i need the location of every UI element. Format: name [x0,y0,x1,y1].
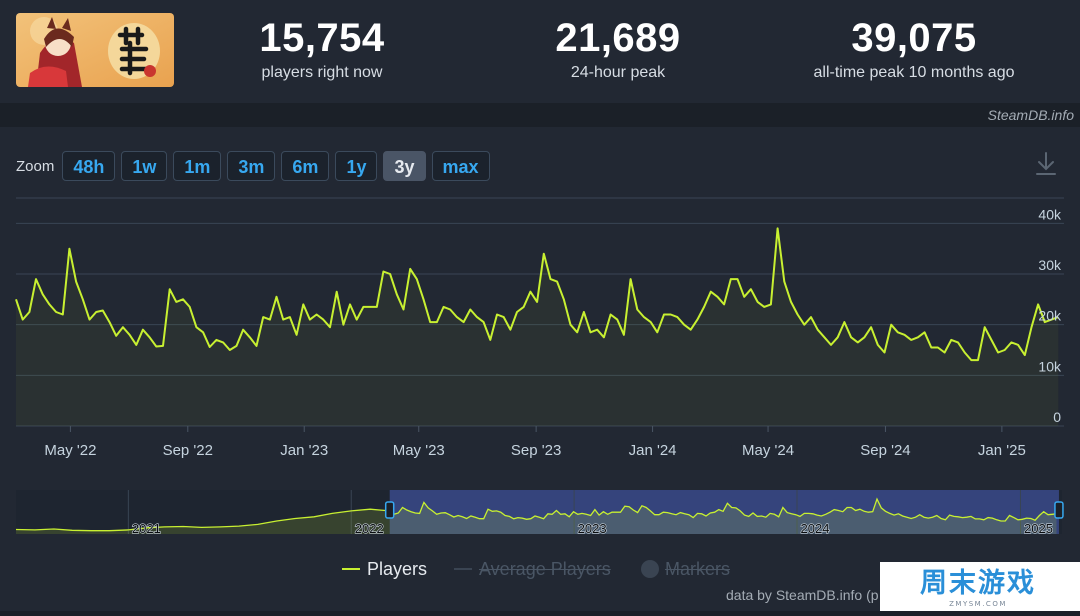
navigator-handle-left[interactable] [384,501,395,519]
x-axis-ticks: May '22 Sep '22 Jan '23 May '23 Sep '23 Jan '… [44,426,1026,459]
source-label[interactable]: SteamDB.info [987,107,1074,123]
zoom-3y-button[interactable]: 3y [383,151,426,181]
chart-gridlines [16,197,1064,427]
navigator-year-labels: 2021 2022 2023 2024 2025 [131,520,1053,536]
navigator-year-label: 2024 [801,521,830,536]
legend-item-players[interactable]: Players [342,557,427,581]
y-tick-label: 30k [1038,257,1062,273]
legend-label-markers: Markers [665,559,731,579]
navigator-line [15,497,1057,532]
current-players-label: players right now [261,64,383,81]
players-swatch-icon [342,568,360,570]
zoom-label: Zoom [16,157,55,175]
y-tick-label: 20k [1038,308,1062,324]
x-tick-label: Jan '25 [978,442,1026,459]
game-thumbnail[interactable] [16,13,174,87]
legend-label-players: Players [367,559,428,579]
legend-item-average-players[interactable]: Average Players [454,557,611,581]
chart-area-fill [16,228,1059,426]
legend-label-average: Average Players [479,559,611,579]
x-tick-label: May '23 [393,442,445,459]
x-tick-label: May '24 [742,442,794,459]
navigator-handle-right[interactable] [1054,501,1064,519]
y-tick-label: 0 [1053,409,1061,425]
zoom-3m-button[interactable]: 3m [227,151,276,181]
zoom-1w-button[interactable]: 1w [121,151,168,181]
zoom-48h-button[interactable]: 48h [62,151,116,181]
alltime-peak-value: 39,075 [851,16,977,60]
series-area-players [16,228,1059,426]
stats-panel: 15,754 players right now 21,689 24-hour … [0,0,1080,103]
x-tick-label: Sep '22 [163,442,213,459]
chart-legend: Players Average Players Markers [0,557,1080,581]
average-swatch-icon [454,568,472,570]
y-axis-ticks: 0 10k 20k 30k 40k [1038,206,1062,425]
navigator-handles[interactable] [384,501,1064,519]
watermark-subtext: ZMYSM.COM [949,600,1007,608]
zoom-1m-button[interactable]: 1m [173,151,222,181]
game-artwork [16,13,174,87]
watermark-text: 周末游戏 [920,568,1036,599]
data-credit[interactable]: data by SteamDB.info (p [726,587,879,603]
navigator-year-label: 2022 [355,521,384,536]
y-tick-label: 40k [1038,206,1062,222]
navigator-year-label: 2023 [578,521,607,536]
site-watermark: 周末游戏 ZMYSM.COM [880,562,1080,611]
x-tick-label: Sep '23 [511,442,561,459]
stat-alltime-peak: 39,075 all-time peak 10 months ago [790,16,1038,84]
peak-24h-value: 21,689 [555,16,681,60]
zoom-6m-button[interactable]: 6m [281,151,330,181]
x-tick-label: Jan '23 [280,442,328,459]
chart-lines [15,227,1059,362]
zoom-1y-button[interactable]: 1y [335,151,378,181]
navigator-year-label: 2025 [1024,521,1053,536]
alltime-peak-label: all-time peak 10 months ago [813,64,1015,81]
series-line-players[interactable] [15,227,1059,362]
zoom-max-button[interactable]: max [431,151,490,181]
zoom-bar: Zoom 48h 1w 1m 3m 6m 1y 3y max [16,150,496,182]
navigator-year-label: 2021 [132,521,161,536]
y-tick-label: 10k [1038,358,1062,374]
x-tick-label: Jan '24 [629,442,677,459]
x-tick-label: May '22 [44,442,96,459]
range-navigator[interactable]: 2021 2022 2023 2024 2025 [0,488,1080,538]
peak-24h-label: 24-hour peak [570,64,666,81]
current-players-value: 15,754 [259,16,385,60]
x-tick-label: Sep '24 [860,442,910,459]
download-icon[interactable] [1034,151,1058,177]
navigator-series [15,497,1057,534]
stat-current-players: 15,754 players right now [222,16,422,84]
markers-dot-icon [641,560,659,578]
stat-24h-peak: 21,689 24-hour peak [518,16,718,84]
legend-item-markers[interactable]: Markers [640,557,730,581]
